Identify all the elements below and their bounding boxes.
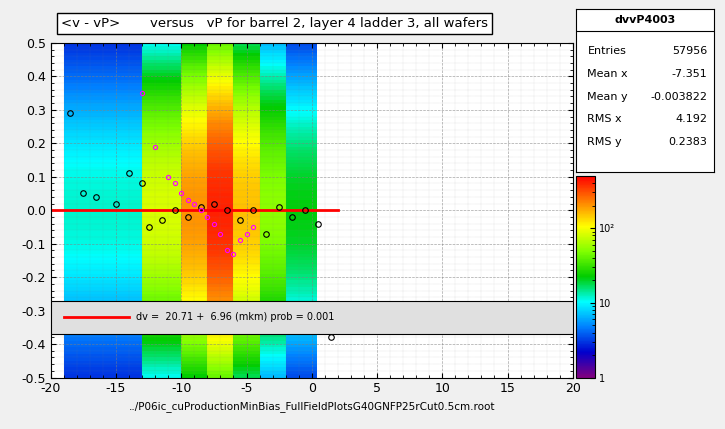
Text: RMS y: RMS y xyxy=(587,137,622,147)
Text: 4.192: 4.192 xyxy=(675,115,708,124)
Text: 0.2383: 0.2383 xyxy=(668,137,708,147)
Text: RMS x: RMS x xyxy=(587,115,622,124)
Text: dv =  20.71 +  6.96 (mkm) prob = 0.001: dv = 20.71 + 6.96 (mkm) prob = 0.001 xyxy=(136,312,334,322)
Text: Mean y: Mean y xyxy=(587,92,628,102)
Text: Entries: Entries xyxy=(587,46,626,56)
Text: Mean x: Mean x xyxy=(587,69,628,79)
Text: <v - vP>       versus   vP for barrel 2, layer 4 ladder 3, all wafers: <v - vP> versus vP for barrel 2, layer 4… xyxy=(61,17,488,30)
Text: 57956: 57956 xyxy=(672,46,708,56)
Text: -0.003822: -0.003822 xyxy=(650,92,708,102)
X-axis label: ../P06ic_cuProductionMinBias_FullFieldPlotsG40GNFP25rCut0.5cm.root: ../P06ic_cuProductionMinBias_FullFieldPl… xyxy=(128,401,495,412)
Text: -7.351: -7.351 xyxy=(671,69,708,79)
Text: dvvP4003: dvvP4003 xyxy=(615,15,676,25)
Bar xyxy=(51,301,573,334)
